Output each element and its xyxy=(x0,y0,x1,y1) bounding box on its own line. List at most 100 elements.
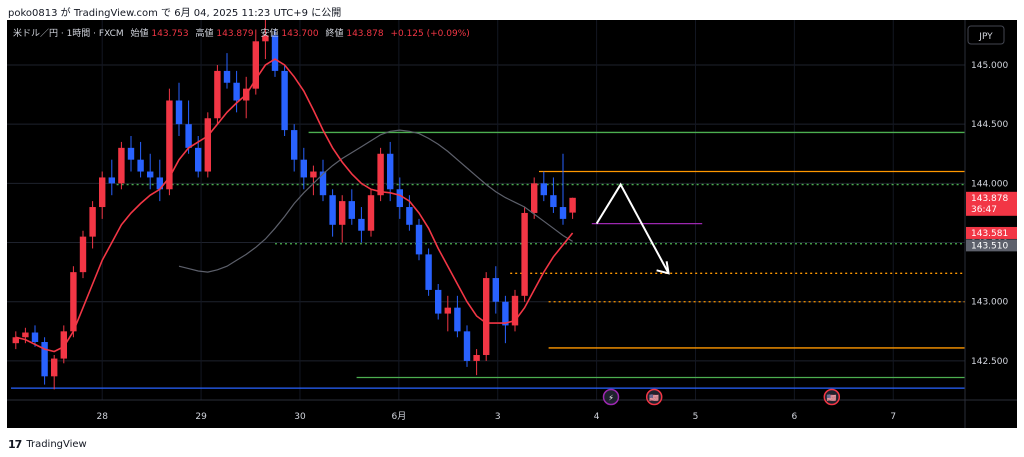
candle-body xyxy=(569,197,576,213)
tradingview-brand: TradingView xyxy=(26,438,87,450)
legend-low-value: 143.700 xyxy=(281,29,318,39)
candle-body xyxy=(329,195,336,225)
legend-symbol: 米ドル／円 · 1時間 · FXCM xyxy=(13,27,124,39)
x-tick-label: 30 xyxy=(294,412,306,422)
candle-body xyxy=(550,195,557,208)
candle-body xyxy=(454,307,461,332)
chart-container[interactable]: 145.000144.500144.000143.500143.000142.5… xyxy=(7,20,1017,428)
price-label-current-countdown: 36:47 xyxy=(971,205,997,215)
us-flag-event-icon-7: 🇺🇸 xyxy=(827,394,837,403)
publish-caption: poko0813 が TradingView.com で 6月 04, 2025… xyxy=(8,8,342,19)
sma-long-line xyxy=(178,129,573,273)
candle-body xyxy=(492,278,499,302)
candle-body xyxy=(214,70,221,119)
candle-body xyxy=(12,337,19,344)
candle-body xyxy=(348,201,355,219)
candle-body xyxy=(79,236,87,273)
candle-body xyxy=(367,195,375,231)
candle-body xyxy=(559,207,567,219)
event-markers[interactable]: ⚡ 🇺🇸 🇺🇸 xyxy=(602,388,841,406)
legend-low-label: 安値 xyxy=(260,27,278,39)
tradingview-logo-icon: 17 xyxy=(8,437,22,451)
candle-body xyxy=(185,124,192,148)
candlestick-chart[interactable]: 145.000144.500144.000143.500143.000142.5… xyxy=(7,20,1017,428)
candle-body xyxy=(51,358,58,377)
price-axis[interactable]: 145.000144.500144.000143.500143.000142.5… xyxy=(964,20,1017,428)
footer-branding[interactable]: 17 TradingView xyxy=(8,436,87,452)
time-axis[interactable]: 28 29 30 6月 3 4 5 6 7 xyxy=(7,399,1017,422)
legend-change: +0.125 (+0.09%) xyxy=(390,29,469,39)
price-label-sma-long-value: 143.510 xyxy=(971,241,1008,251)
candle-body xyxy=(281,70,288,131)
candle-body xyxy=(291,130,298,160)
price-label-current-value: 143.878 xyxy=(971,194,1008,204)
candle-body xyxy=(463,331,471,361)
candle-body xyxy=(175,100,183,125)
candle-body xyxy=(204,118,211,172)
moving-averages xyxy=(15,58,574,353)
candle-body xyxy=(166,100,173,190)
horizontal-levels xyxy=(11,131,965,389)
legend-line: 米ドル／円 · 1時間 · FXCM 始値 143.753 高値 143.879… xyxy=(13,27,470,39)
price-label-current xyxy=(966,191,1017,216)
candle-body xyxy=(271,35,279,71)
y-tick-label: 142.500 xyxy=(971,357,1008,367)
candle-body xyxy=(147,171,154,178)
candle-body xyxy=(483,278,490,356)
candle-body xyxy=(531,183,538,213)
sma-short-line xyxy=(15,58,574,353)
candle-body xyxy=(300,159,307,178)
lightning-event-icon: ⚡ xyxy=(608,394,614,403)
candle-body xyxy=(31,332,39,342)
legend-close-label: 終値 xyxy=(325,27,343,39)
x-tick-label: 5 xyxy=(693,412,699,422)
us-flag-event-icon-5: 🇺🇸 xyxy=(649,394,659,403)
candle-body xyxy=(60,331,67,359)
projection-arrow xyxy=(595,182,670,275)
legend-open-value: 143.753 xyxy=(151,29,188,39)
candle-body xyxy=(127,147,135,160)
legend-high-label: 高値 xyxy=(196,27,214,39)
candle-body xyxy=(435,289,442,314)
y-tick-label: 143.000 xyxy=(971,298,1008,308)
price-label-sma-short xyxy=(966,226,1017,239)
us-flag-event-icon-5-ring[interactable] xyxy=(645,388,663,406)
candle-body xyxy=(511,295,519,326)
currency-label: JPY xyxy=(978,32,993,42)
currency-button[interactable]: JPY xyxy=(967,25,1005,45)
candle-body xyxy=(262,35,269,42)
candle-body xyxy=(118,147,125,184)
candle-body xyxy=(22,332,29,338)
publish-caption-bar: poko0813 が TradingView.com で 6月 04, 2025… xyxy=(0,0,1024,20)
legend-high-value: 143.879 xyxy=(216,29,253,39)
x-tick-label: 3 xyxy=(495,412,501,422)
candle-body xyxy=(195,147,202,172)
y-tick-label: 144.500 xyxy=(971,120,1008,130)
candle-body xyxy=(233,82,240,101)
lightning-event-icon-ring[interactable] xyxy=(602,388,620,406)
x-tick-label: 29 xyxy=(195,412,207,422)
candle-body xyxy=(252,41,259,89)
x-tick-label: 4 xyxy=(594,412,600,422)
us-flag-event-icon-7-ring[interactable] xyxy=(823,388,841,406)
candle-body xyxy=(444,307,451,314)
candle-body xyxy=(89,207,96,237)
x-tick-label: 6 xyxy=(791,412,797,422)
y-tick-label: 145.000 xyxy=(971,61,1008,71)
candle-body xyxy=(415,224,423,255)
candle-body xyxy=(377,153,384,196)
candle-body xyxy=(108,177,115,184)
legend-close-value: 143.878 xyxy=(346,29,383,39)
projection-path xyxy=(595,182,670,274)
candle-body xyxy=(521,212,528,296)
candle-body xyxy=(540,183,547,196)
price-label-sma-long xyxy=(966,239,1017,252)
candle-body xyxy=(137,159,144,172)
candle-body xyxy=(396,189,403,208)
price-label-sma-short-value: 143.581 xyxy=(971,229,1008,239)
candle-body xyxy=(502,301,509,326)
y-tick-label: 144.000 xyxy=(971,179,1008,189)
candle-body xyxy=(310,171,317,178)
x-tick-label: 28 xyxy=(96,412,108,422)
projection-arrowhead xyxy=(656,261,670,275)
